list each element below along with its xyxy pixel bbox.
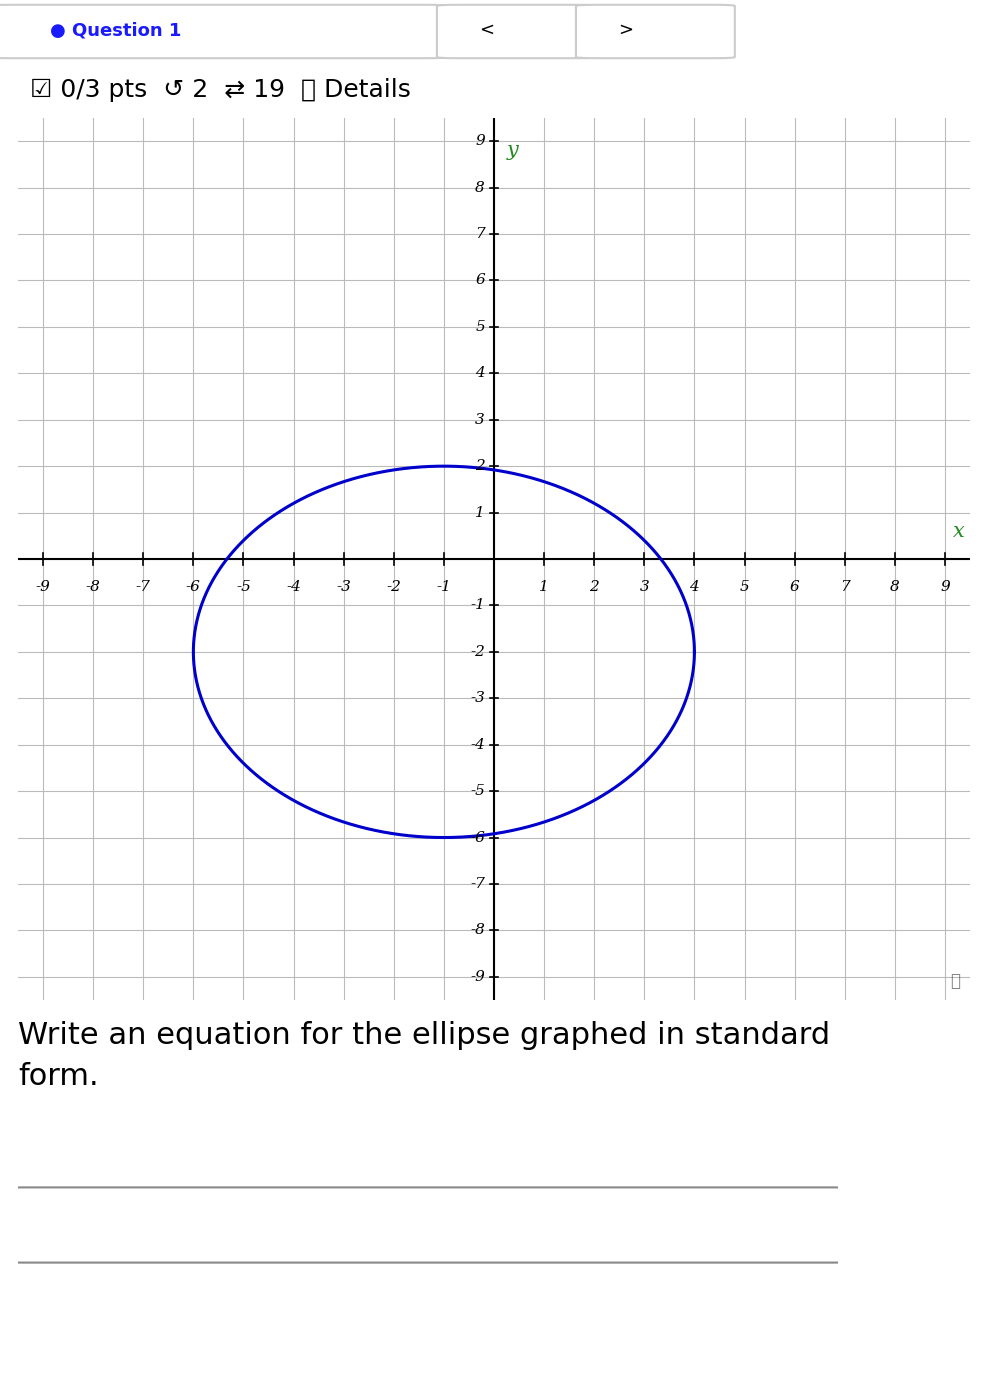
- Text: -2: -2: [470, 645, 485, 659]
- Text: ● Question 1: ● Question 1: [50, 21, 181, 39]
- Text: -8: -8: [85, 579, 100, 593]
- Text: -6: -6: [470, 831, 485, 845]
- Text: 5: 5: [476, 320, 485, 334]
- Text: >: >: [618, 21, 634, 39]
- Text: 2: 2: [589, 579, 599, 593]
- FancyBboxPatch shape: [6, 1188, 850, 1262]
- Text: ☑ 0/3 pts  ↺ 2  ⇄ 19  ⓘ Details: ☑ 0/3 pts ↺ 2 ⇄ 19 ⓘ Details: [30, 78, 411, 102]
- Text: 9: 9: [940, 579, 950, 593]
- Text: 3: 3: [639, 579, 649, 593]
- Text: -7: -7: [470, 877, 485, 891]
- FancyBboxPatch shape: [437, 4, 596, 59]
- Text: -2: -2: [386, 579, 401, 593]
- Text: 6: 6: [789, 579, 799, 593]
- Text: y: y: [506, 141, 518, 159]
- Text: 7: 7: [840, 579, 850, 593]
- Text: 5: 5: [740, 579, 750, 593]
- Text: -5: -5: [470, 785, 485, 799]
- Text: -4: -4: [470, 737, 485, 751]
- Text: 1: 1: [476, 505, 485, 519]
- Text: <: <: [479, 21, 495, 39]
- Text: x: x: [952, 522, 964, 542]
- Text: 9: 9: [476, 134, 485, 148]
- Text: -1: -1: [470, 599, 485, 613]
- Text: 6: 6: [476, 274, 485, 288]
- Text: -5: -5: [236, 579, 251, 593]
- Text: 7: 7: [476, 228, 485, 242]
- Text: -9: -9: [470, 970, 485, 984]
- Text: 4: 4: [689, 579, 699, 593]
- Text: -4: -4: [286, 579, 301, 593]
- Text: -9: -9: [36, 579, 51, 593]
- Text: -3: -3: [470, 691, 485, 705]
- Text: -1: -1: [437, 579, 452, 593]
- FancyBboxPatch shape: [0, 4, 447, 59]
- Text: Write an equation for the ellipse graphed in standard
form.: Write an equation for the ellipse graphe…: [18, 1022, 830, 1092]
- Text: -8: -8: [470, 923, 485, 937]
- Text: -3: -3: [337, 579, 352, 593]
- Text: -7: -7: [136, 579, 151, 593]
- Text: 8: 8: [476, 180, 485, 194]
- Text: 4: 4: [476, 366, 485, 380]
- Text: -6: -6: [186, 579, 201, 593]
- Text: 3: 3: [476, 413, 485, 427]
- Text: 8: 8: [890, 579, 900, 593]
- Text: 🔍: 🔍: [950, 973, 960, 990]
- Text: 2: 2: [476, 459, 485, 473]
- FancyBboxPatch shape: [576, 4, 735, 59]
- Text: 1: 1: [539, 579, 549, 593]
